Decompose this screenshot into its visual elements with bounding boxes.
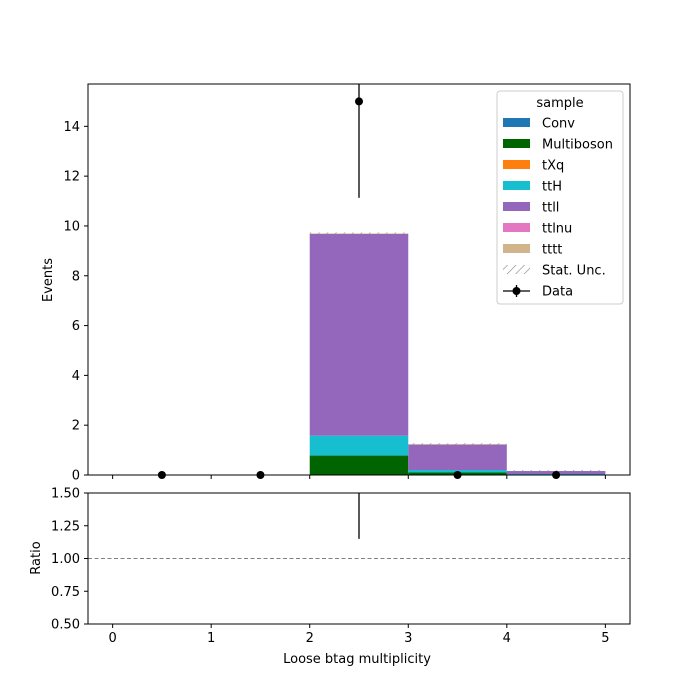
legend-title: sample [536, 96, 583, 111]
main-panel: 0 2 4 6 8 10 12 14 Events [41, 83, 631, 484]
main-ytick-label: 12 [63, 170, 80, 185]
ratio-xtick-label: 0 [108, 631, 116, 646]
ratio-xtick-label: 4 [503, 631, 511, 646]
stat-unc-band-bin-2 [309, 232, 409, 235]
main-ytick-label: 2 [72, 419, 80, 434]
ratio-xtick-label: 1 [207, 631, 215, 646]
legend-swatch-ttlnu [503, 223, 530, 232]
ratio-xtick-label: 2 [306, 631, 314, 646]
main-ytick-label: 8 [72, 269, 80, 284]
legend-label-stat-unc: Stat. Unc. [542, 264, 606, 279]
ratio-ytick-label: 0.75 [51, 585, 80, 600]
ratio-panel: 0.50 0.75 1.00 1.25 1.50 0 1 2 3 4 5 Ratio Loose … [29, 482, 631, 667]
ratio-ytick-label: 0.50 [51, 618, 80, 633]
main-plot-frame [87, 83, 631, 476]
legend-label-ttll: ttll [542, 201, 559, 216]
data-point-2 [355, 97, 363, 106]
main-ytick-label: 6 [72, 319, 80, 334]
main-ytick-label: 10 [63, 219, 80, 234]
bar-ttll-bin-2 [309, 233, 409, 436]
legend-label-multiboson: Multiboson [542, 138, 613, 153]
legend-swatch-ttll [503, 202, 530, 211]
main-ytick-label: 14 [63, 120, 80, 135]
legend-label-tth: ttH [542, 180, 562, 195]
ratio-point-0 [355, 482, 363, 490]
ratio-ytick-label: 1.50 [51, 487, 80, 502]
bar-tth-bin-2 [309, 435, 409, 456]
x-axis-label: Loose btag multiplicity [283, 652, 431, 667]
legend-swatch-conv [503, 118, 530, 127]
legend-label-txq: tXq [542, 159, 564, 174]
main-ytick-label: 4 [72, 369, 80, 384]
stat-unc-band-bin-3 [408, 443, 507, 446]
main-y-axis-label: Events [41, 258, 56, 302]
legend-swatch-txq [503, 160, 530, 169]
legend-swatch-data-marker [512, 287, 521, 295]
legend: sample Conv Multiboson tXq ttH ttll ttlnu tttt… [496, 90, 624, 305]
ratio-xtick-label: 3 [404, 631, 412, 646]
main-ytick-label: 0 [72, 469, 80, 484]
legend-swatch-stat-unc [503, 265, 530, 274]
legend-label-conv: Conv [542, 117, 575, 132]
bar-ttll-bin-3 [408, 444, 507, 471]
legend-swatch-tttt [503, 244, 530, 253]
legend-label-tttt: tttt [542, 243, 562, 258]
ratio-plot-frame [87, 492, 631, 625]
ratio-y-axis-label: Ratio [29, 541, 44, 574]
legend-swatch-multiboson [503, 139, 530, 148]
legend-label-ttlnu: ttlnu [542, 222, 572, 237]
ratio-xtick-label: 5 [601, 631, 609, 646]
ratio-ytick-label: 1.00 [51, 552, 80, 567]
legend-swatch-tth [503, 181, 530, 190]
bar-multiboson-bin-2 [309, 455, 409, 475]
legend-label-data: Data [542, 285, 573, 300]
ratio-ytick-label: 1.25 [51, 519, 80, 534]
